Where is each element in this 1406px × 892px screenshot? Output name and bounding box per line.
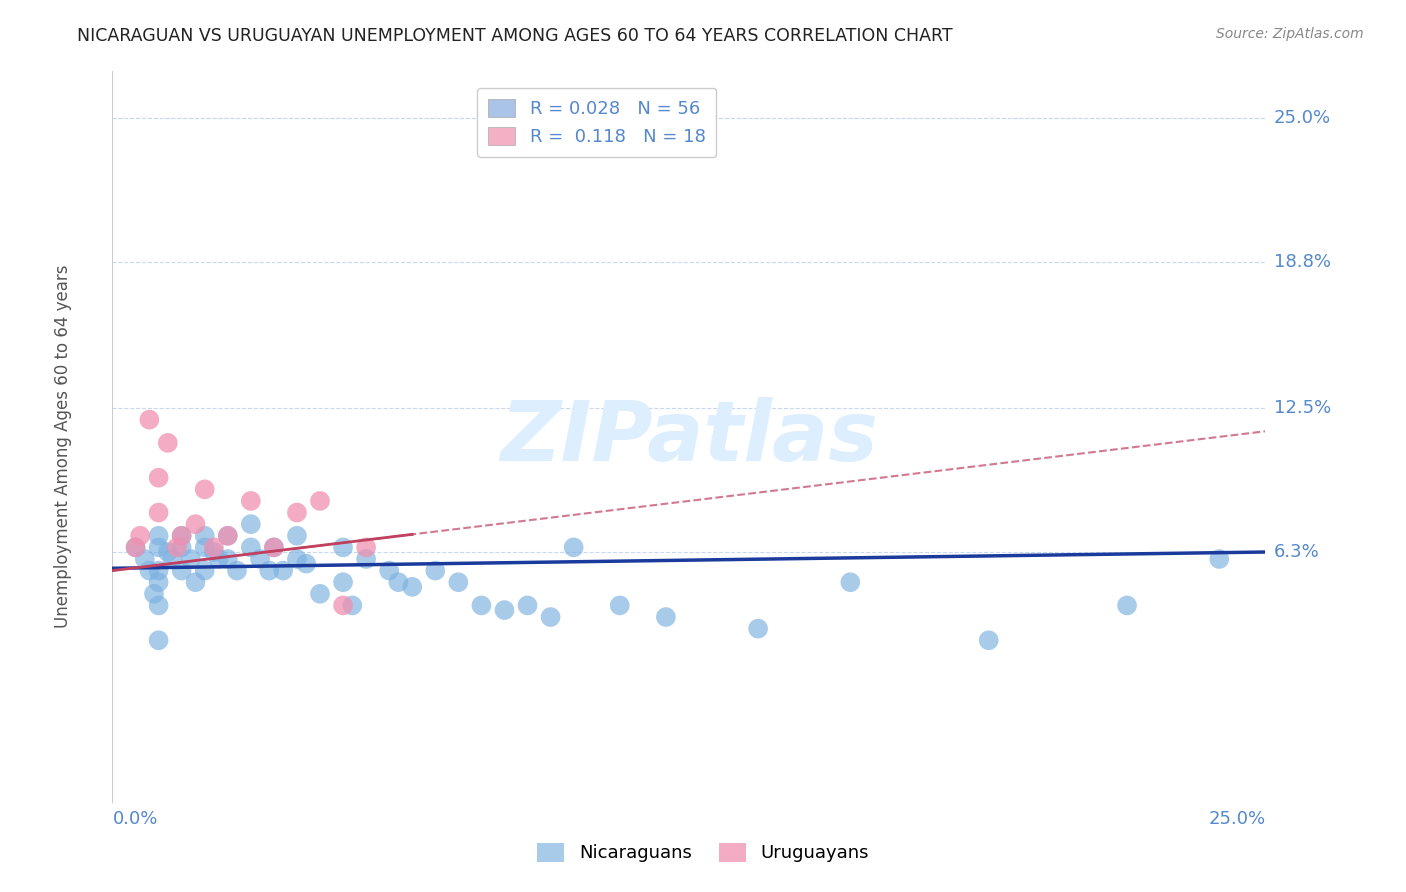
- Point: [354, 541, 377, 555]
- Point: [378, 564, 401, 578]
- Point: [148, 506, 170, 520]
- Point: [148, 564, 170, 578]
- Point: [143, 587, 166, 601]
- Point: [217, 552, 239, 566]
- Point: [263, 541, 285, 555]
- Point: [156, 545, 179, 559]
- Point: [148, 529, 170, 543]
- Point: [309, 494, 332, 508]
- Point: [194, 529, 217, 543]
- Point: [494, 603, 516, 617]
- Text: 0.0%: 0.0%: [112, 810, 157, 828]
- Point: [194, 541, 217, 555]
- Point: [562, 541, 585, 555]
- Point: [747, 622, 769, 636]
- Point: [470, 599, 492, 613]
- Point: [540, 610, 562, 624]
- Legend: R = 0.028   N = 56, R =  0.118   N = 18: R = 0.028 N = 56, R = 0.118 N = 18: [477, 87, 716, 157]
- Point: [138, 564, 160, 578]
- Point: [249, 552, 271, 566]
- Point: [148, 471, 170, 485]
- Point: [342, 599, 364, 613]
- Point: [194, 483, 217, 497]
- Point: [1208, 552, 1230, 566]
- Point: [170, 529, 193, 543]
- Point: [148, 575, 170, 590]
- Point: [309, 587, 332, 601]
- Point: [401, 580, 423, 594]
- Point: [194, 564, 217, 578]
- Point: [124, 541, 146, 555]
- Point: [332, 541, 354, 555]
- Point: [425, 564, 447, 578]
- Text: 6.3%: 6.3%: [1274, 543, 1319, 561]
- Point: [162, 552, 184, 566]
- Point: [226, 564, 249, 578]
- Text: Source: ZipAtlas.com: Source: ZipAtlas.com: [1216, 27, 1364, 41]
- Point: [217, 529, 239, 543]
- Point: [285, 529, 308, 543]
- Text: 18.8%: 18.8%: [1274, 252, 1330, 271]
- Point: [156, 436, 179, 450]
- Point: [148, 599, 170, 613]
- Point: [263, 541, 285, 555]
- Point: [295, 557, 318, 571]
- Text: 25.0%: 25.0%: [1208, 810, 1265, 828]
- Point: [447, 575, 470, 590]
- Text: Unemployment Among Ages 60 to 64 years: Unemployment Among Ages 60 to 64 years: [55, 264, 72, 628]
- Point: [839, 575, 862, 590]
- Text: NICARAGUAN VS URUGUAYAN UNEMPLOYMENT AMONG AGES 60 TO 64 YEARS CORRELATION CHART: NICARAGUAN VS URUGUAYAN UNEMPLOYMENT AMO…: [77, 27, 953, 45]
- Point: [129, 529, 152, 543]
- Text: ZIPatlas: ZIPatlas: [501, 397, 877, 477]
- Point: [655, 610, 678, 624]
- Point: [202, 541, 225, 555]
- Point: [207, 552, 229, 566]
- Point: [166, 541, 188, 555]
- Point: [148, 541, 170, 555]
- Point: [148, 633, 170, 648]
- Point: [180, 552, 202, 566]
- Point: [271, 564, 294, 578]
- Point: [239, 494, 262, 508]
- Point: [516, 599, 538, 613]
- Point: [170, 529, 193, 543]
- Point: [285, 552, 308, 566]
- Point: [332, 599, 354, 613]
- Point: [1116, 599, 1139, 613]
- Point: [184, 517, 207, 532]
- Point: [354, 552, 377, 566]
- Point: [239, 541, 262, 555]
- Point: [138, 412, 160, 426]
- Point: [285, 506, 308, 520]
- Point: [170, 541, 193, 555]
- Point: [184, 575, 207, 590]
- Point: [170, 564, 193, 578]
- Point: [609, 599, 631, 613]
- Point: [202, 545, 225, 559]
- Legend: Nicaraguans, Uruguayans: Nicaraguans, Uruguayans: [530, 836, 876, 870]
- Point: [134, 552, 156, 566]
- Point: [332, 575, 354, 590]
- Point: [259, 564, 281, 578]
- Point: [387, 575, 409, 590]
- Text: 12.5%: 12.5%: [1274, 399, 1331, 417]
- Point: [239, 517, 262, 532]
- Point: [217, 529, 239, 543]
- Point: [977, 633, 1000, 648]
- Text: 25.0%: 25.0%: [1274, 109, 1331, 127]
- Point: [124, 541, 146, 555]
